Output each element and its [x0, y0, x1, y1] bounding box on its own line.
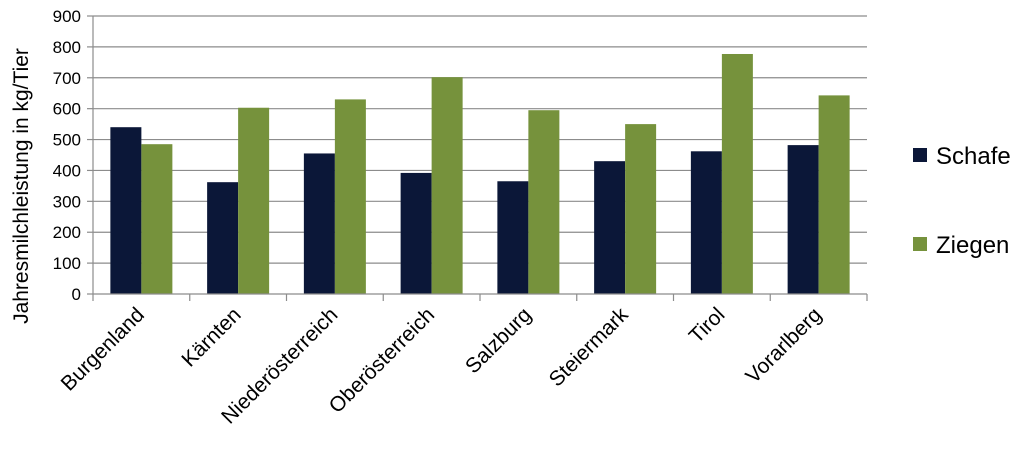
y-tick-label: 400: [53, 161, 81, 180]
y-tick-label: 200: [53, 223, 81, 242]
bar-schafe-5: [497, 181, 529, 294]
y-tick-label: 900: [53, 7, 81, 26]
y-tick-label: 800: [53, 38, 81, 57]
legend-label-schafe: Schafe: [936, 143, 1011, 170]
x-tick-labels: Burgenland KärntenNiederösterreichOberöst…: [57, 303, 826, 429]
y-tick-label: 0: [72, 285, 81, 304]
y-tick-label: 700: [53, 69, 81, 88]
x-tick-label: Kärnten: [177, 303, 245, 371]
bar-ziegen-5: [528, 110, 560, 294]
x-tick-label: Tirol: [685, 303, 730, 348]
y-axis-label: Jahresmilchleistung in kg/Tier: [10, 48, 33, 324]
bar-schafe-2: [207, 182, 239, 294]
bar-ziegen-3: [334, 99, 366, 295]
bar-ziegen-4: [431, 77, 463, 294]
x-tick-label: Oberösterreich: [325, 303, 439, 417]
legend: Schafe Ziegen: [913, 143, 1011, 259]
bar-schafe-3: [303, 153, 335, 294]
bar-schafe-1: [110, 127, 142, 294]
bar-schafe-6: [594, 161, 626, 294]
legend-swatch-ziegen: [913, 237, 927, 251]
y-tick-label: 500: [53, 131, 81, 150]
bar-ziegen-6: [625, 124, 657, 294]
bar-ziegen-8: [818, 95, 850, 294]
y-tick-labels: 0 100 200 300 400 500 600 700 800 900: [53, 7, 81, 304]
y-tick-label: 100: [53, 254, 81, 273]
bar-schafe-8: [787, 145, 819, 294]
axes: [87, 15, 868, 301]
x-tick-label: Steiermark: [545, 303, 633, 391]
bar-ziegen-7: [721, 53, 753, 294]
bars: [110, 53, 850, 295]
y-tick-label: 300: [53, 192, 81, 211]
legend-label-ziegen: Ziegen: [936, 232, 1009, 259]
legend-swatch-schafe: [913, 148, 927, 162]
bar-schafe-7: [690, 151, 722, 294]
x-tick-label: Vorarlberg: [741, 303, 826, 388]
x-tick-label: Salzburg: [461, 303, 536, 378]
y-tick-label: 600: [53, 100, 81, 119]
x-tick-label: Burgenland: [57, 303, 149, 395]
bar-schafe-4: [400, 172, 432, 294]
bar-ziegen-2: [238, 107, 270, 295]
bar-ziegen-1: [141, 144, 173, 294]
